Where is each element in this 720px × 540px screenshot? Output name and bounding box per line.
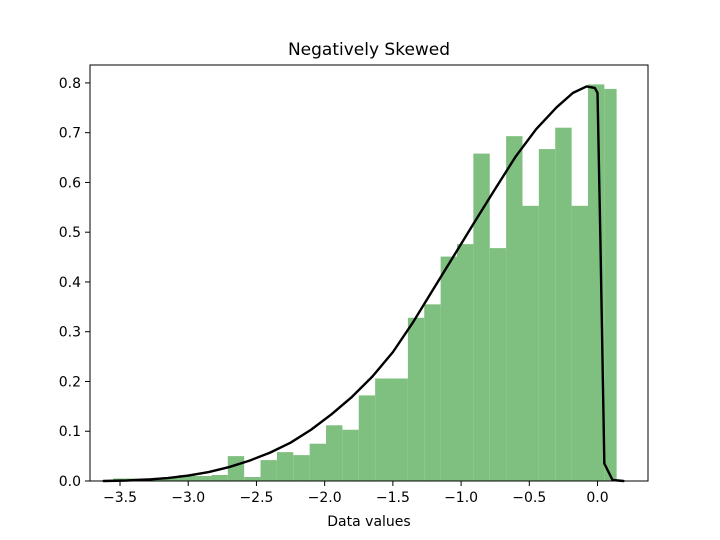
histogram-bar bbox=[178, 475, 196, 481]
x-tick-label: −3.0 bbox=[171, 490, 205, 506]
histogram-bar bbox=[473, 153, 490, 481]
histogram-bar bbox=[571, 205, 588, 481]
histogram-bar bbox=[489, 248, 507, 481]
histogram-bar bbox=[358, 395, 376, 481]
y-tick-label: 0.1 bbox=[59, 424, 81, 440]
histogram-bar bbox=[604, 88, 617, 481]
histogram-bar bbox=[244, 477, 261, 481]
histogram-bar bbox=[522, 205, 539, 481]
y-tick-label: 0.7 bbox=[59, 126, 81, 142]
x-axis-label: Data values bbox=[327, 514, 410, 530]
histogram-bar bbox=[293, 455, 310, 481]
x-tick-label: −2.0 bbox=[308, 490, 342, 506]
y-tick-label: 0.3 bbox=[59, 325, 81, 341]
histogram-bar bbox=[211, 475, 228, 481]
histogram-bar bbox=[440, 256, 457, 481]
histogram-bar bbox=[162, 477, 179, 481]
x-tick-label: 0.0 bbox=[586, 490, 608, 506]
histogram-bar bbox=[457, 244, 474, 481]
histogram-bar bbox=[195, 476, 212, 481]
plot-area: −3.5 −3.0 −2.5 −2.0 −1.5 −1.0 −0.5 0.0 0.0 0.1 0.2… bbox=[59, 64, 649, 506]
y-tick-label: 0.2 bbox=[59, 374, 81, 390]
x-tick-label: −1.5 bbox=[376, 490, 410, 506]
histogram-bar bbox=[326, 425, 343, 481]
x-tick-label: −1.0 bbox=[444, 490, 478, 506]
histogram-bar bbox=[424, 304, 441, 481]
histogram-bar bbox=[375, 378, 392, 481]
y-tick-label: 0.0 bbox=[59, 474, 81, 490]
histogram-bar bbox=[227, 456, 245, 481]
axes-frame bbox=[89, 64, 649, 482]
histogram-bar bbox=[391, 378, 408, 481]
y-tick-label: 0.6 bbox=[59, 175, 81, 191]
histogram-bar bbox=[555, 127, 572, 481]
histogram-bar bbox=[407, 317, 425, 481]
histogram-bar bbox=[342, 429, 359, 481]
y-tick-label: 0.4 bbox=[59, 275, 81, 291]
density-curve bbox=[102, 85, 625, 483]
x-tick-label: −0.5 bbox=[512, 490, 546, 506]
x-tick-label: −2.5 bbox=[239, 490, 273, 506]
y-tick-label: 0.8 bbox=[59, 76, 81, 92]
histogram-bar bbox=[276, 452, 294, 481]
y-tick-label: 0.5 bbox=[59, 225, 81, 241]
x-tick-label: −3.5 bbox=[103, 490, 137, 506]
histogram-bar bbox=[260, 460, 277, 481]
chart-title: Negatively Skewed bbox=[288, 40, 450, 60]
histogram-bar bbox=[538, 149, 556, 481]
histogram-bar bbox=[309, 443, 327, 481]
histogram-bar bbox=[506, 136, 523, 481]
